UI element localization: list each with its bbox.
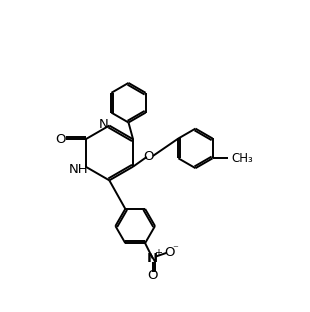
Text: O: O	[164, 246, 175, 259]
Text: O: O	[143, 149, 153, 163]
Text: N: N	[99, 118, 109, 130]
Text: O: O	[55, 133, 66, 146]
Text: NH: NH	[69, 163, 89, 176]
Text: O: O	[148, 269, 158, 282]
Text: CH₃: CH₃	[232, 152, 253, 165]
Text: N: N	[147, 252, 158, 265]
Text: +: +	[154, 248, 162, 258]
Text: ⁻: ⁻	[172, 244, 178, 254]
